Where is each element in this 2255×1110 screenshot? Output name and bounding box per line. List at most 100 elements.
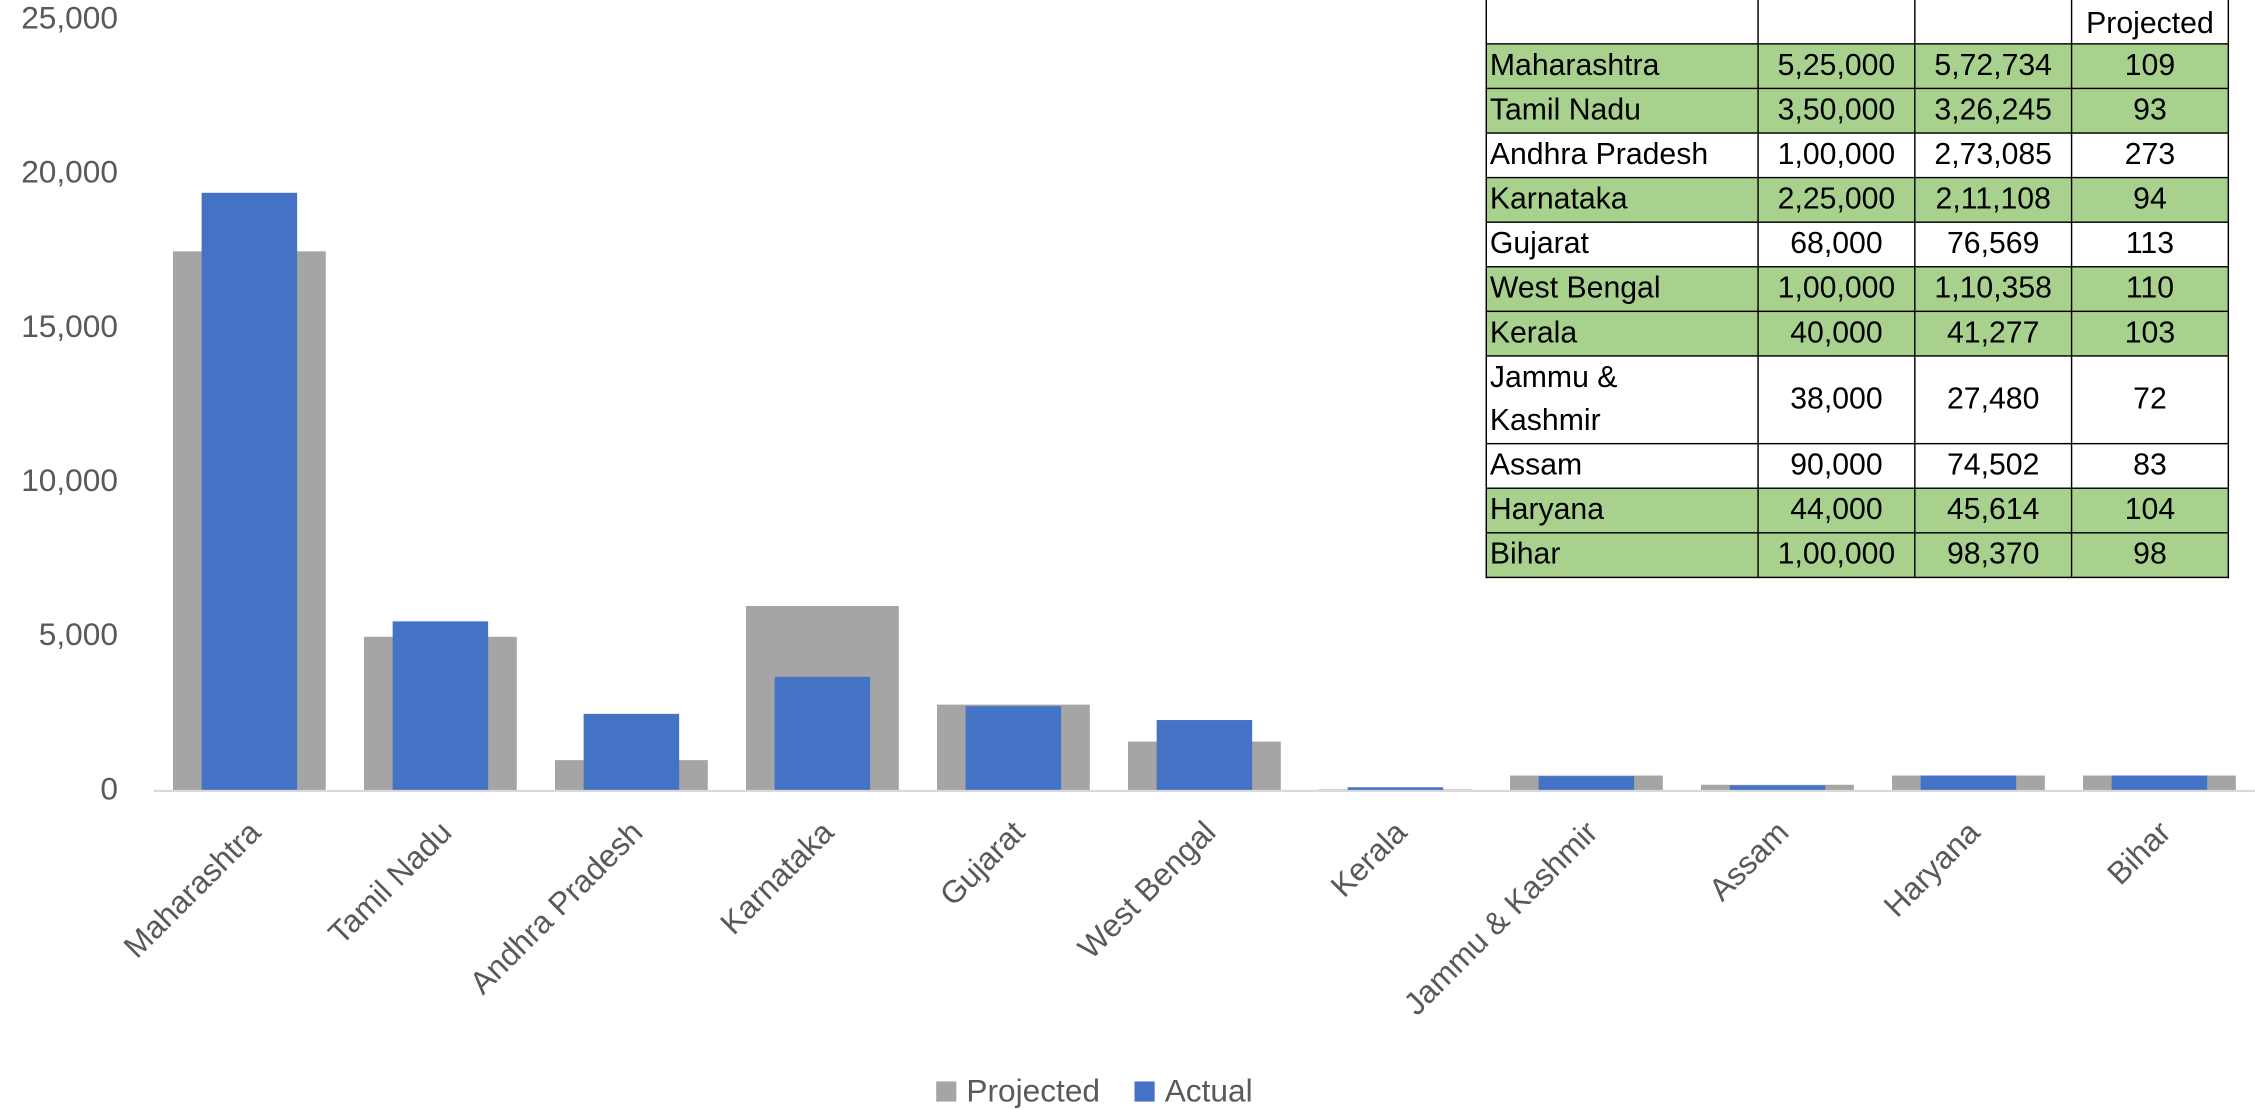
cell-text: 76,569 (1947, 227, 2040, 261)
table-cell: Andhra Pradesh (1485, 132, 1759, 179)
table-cell: 45,614 (1914, 487, 2073, 534)
bar (583, 713, 680, 791)
cell-text: West Bengal (1489, 271, 1661, 305)
table-row: Haryana 44,000 45,614 104 (1485, 487, 2230, 534)
bar (1538, 776, 1635, 791)
table-row: Tamil Nadu 3,50,000 3,26,245 93 (1485, 87, 2230, 134)
legend-swatch (1134, 1081, 1155, 1102)
header-cell: Projected (2070, 0, 2230, 45)
table-cell: 98 (2070, 532, 2230, 579)
bar (774, 676, 871, 791)
table-cell: 2,73,085 (1914, 132, 2073, 179)
cell-text: 98,370 (1947, 537, 2040, 571)
legend-swatch (936, 1081, 957, 1102)
table-cell: Bihar (1485, 532, 1759, 579)
cell-text: 103 (2124, 316, 2176, 350)
table-cell: Haryana (1485, 487, 1759, 534)
legend-label: Actual (1165, 1072, 1253, 1108)
table-cell: 94 (2070, 176, 2230, 223)
table-cell: 93 (2070, 87, 2230, 134)
cell-text: 3,50,000 (1777, 93, 1896, 127)
table-cell: 103 (2070, 310, 2230, 357)
table-cell: 110 (2070, 266, 2230, 313)
table-cell: Kerala (1485, 310, 1759, 357)
cell-text: Andhra Pradesh (1489, 138, 1709, 172)
header-cell (1914, 0, 2073, 45)
header-cell (1757, 0, 1916, 45)
bar (2111, 775, 2208, 791)
table-cell: Tamil Nadu (1485, 87, 1759, 134)
cell-text: 27,480 (1947, 382, 2040, 416)
table-cell: 273 (2070, 132, 2230, 179)
table-cell: 2,11,108 (1914, 176, 2073, 223)
cell-text: 93 (2133, 93, 2167, 127)
cell-text: Kerala (1489, 316, 1578, 350)
cell-text: 1,10,358 (1934, 271, 2052, 305)
cell-text: 2,73,085 (1934, 138, 2052, 172)
cell-text: 83 (2133, 448, 2167, 482)
cell-text: Jammu & Kashmir (1489, 360, 1618, 438)
cell-text: Gujarat (1489, 227, 1589, 261)
x-tick-label: Haryana (1876, 813, 1986, 923)
table-row: Bihar 1,00,000 98,370 98 (1485, 532, 2230, 579)
x-tick-label: Maharashtra (116, 813, 267, 964)
table-cell: 2,25,000 (1757, 176, 1916, 223)
table-cell: 74,502 (1914, 442, 2073, 489)
cell-text: Assam (1489, 448, 1583, 482)
cell-text: Maharashtra (1489, 48, 1660, 82)
y-tick-label: 20,000 (21, 154, 118, 190)
table-cell: 104 (2070, 487, 2230, 534)
cell-text: Bihar (1489, 537, 1561, 571)
cell-text: 5,72,734 (1934, 48, 2052, 82)
table-row: West Bengal 1,00,000 1,10,358 110 (1485, 266, 2230, 313)
x-tick-label: Jammu & Kashmir (1396, 814, 1604, 1022)
table-cell: Jammu & Kashmir (1485, 355, 1759, 445)
table-cell: 109 (2070, 43, 2230, 90)
table-cell: Assam (1485, 442, 1759, 489)
table-cell: 98,370 (1914, 532, 2073, 579)
table-cell: 68,000 (1757, 221, 1916, 268)
header-cell (1485, 0, 1759, 45)
cell-text: 104 (2124, 493, 2176, 527)
x-tick-label: Bihar (2100, 814, 2178, 892)
cell-text: 45,614 (1947, 493, 2040, 527)
table-cell: West Bengal (1485, 266, 1759, 313)
bar (1920, 775, 2017, 791)
table-row: Kerala 40,000 41,277 103 (1485, 310, 2230, 357)
cell-text: 68,000 (1790, 227, 1883, 261)
x-tick-label: Assam (1702, 814, 1796, 908)
table-cell: 3,50,000 (1757, 87, 1916, 134)
table-cell: 44,000 (1757, 487, 1916, 534)
y-tick-label: 5,000 (39, 616, 118, 652)
table-row: Assam 90,000 74,502 83 (1485, 442, 2230, 489)
cell-text: 98 (2133, 537, 2167, 571)
x-tick-label: West Bengal (1071, 814, 1223, 966)
table-row: Andhra Pradesh 1,00,000 2,73,085 273 (1485, 132, 2230, 179)
table-cell: 5,25,000 (1757, 43, 1916, 90)
cell-text: 110 (2125, 271, 2175, 305)
table-cell: 1,00,000 (1757, 266, 1916, 313)
cell-text: 113 (2125, 227, 2175, 261)
cell-text: 90,000 (1790, 448, 1883, 482)
bar (965, 706, 1062, 791)
x-tick-label: Gujarat (933, 814, 1032, 913)
table-cell: 38,000 (1757, 355, 1916, 445)
bar (1156, 720, 1253, 791)
cell-text: 5,25,000 (1777, 48, 1896, 82)
cell-text: 40,000 (1790, 316, 1883, 350)
cell-text: 1,00,000 (1777, 138, 1896, 172)
table-cell: 76,569 (1914, 221, 2073, 268)
table-cell: 83 (2070, 442, 2230, 489)
table-cell: Maharashtra (1485, 43, 1759, 90)
x-tick-label: Kerala (1323, 813, 1413, 903)
table-cell: 5,72,734 (1914, 43, 2073, 90)
bar (1347, 787, 1444, 791)
cell-text: 74,502 (1947, 448, 2040, 482)
cell-text: 1,00,000 (1777, 537, 1896, 571)
cell-text: 41,277 (1947, 316, 2040, 350)
bar (392, 621, 489, 791)
cell-text: 44,000 (1790, 493, 1883, 527)
table-cell: Karnataka (1485, 176, 1759, 223)
